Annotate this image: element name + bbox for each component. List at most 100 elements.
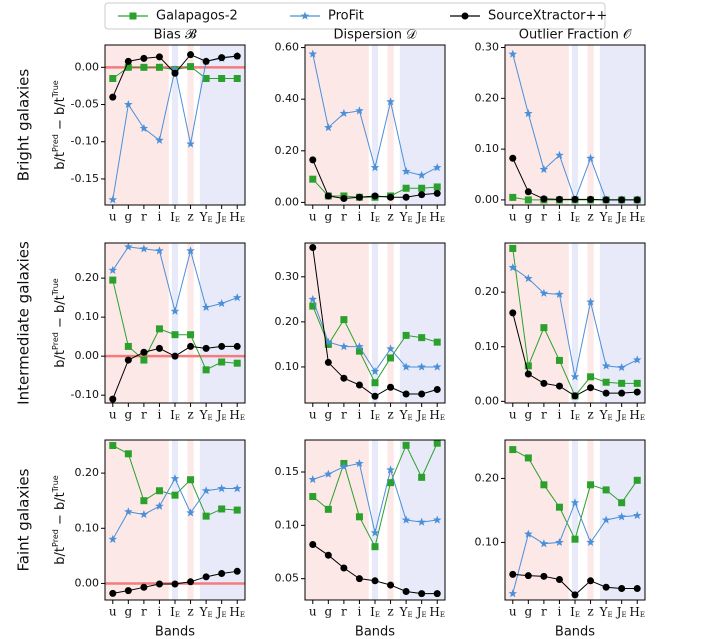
data-point <box>402 587 410 595</box>
data-point <box>124 342 132 350</box>
data-point <box>509 154 517 162</box>
x-tick-label: g <box>524 408 532 422</box>
data-point <box>186 246 195 255</box>
data-point <box>540 324 548 332</box>
x-tick-label: g <box>324 210 332 224</box>
x-tick-label: g <box>324 605 332 619</box>
data-point <box>218 358 226 366</box>
data-point <box>586 537 595 547</box>
data-point <box>124 57 132 65</box>
band-shade <box>505 45 569 205</box>
data-point <box>155 246 164 255</box>
data-point <box>309 493 317 501</box>
data-point <box>433 385 441 393</box>
x-tick-label: i <box>558 605 562 619</box>
x-tick-label: IE <box>370 408 380 423</box>
data-point <box>539 539 549 548</box>
data-point <box>370 528 380 537</box>
data-point <box>139 123 149 132</box>
data-point <box>218 54 226 62</box>
data-point <box>155 487 163 495</box>
x-tick-label: u <box>309 210 317 224</box>
x-tick-label: YE <box>399 605 413 620</box>
panel-title: Outlier Fraction 𝒪 <box>519 28 632 43</box>
x-tick-label: JE <box>215 605 227 620</box>
x-tick-label: YE <box>599 408 613 423</box>
data-point <box>509 446 517 454</box>
band-shade <box>387 243 394 403</box>
band-shade <box>571 440 579 600</box>
x-tick-label: IE <box>170 210 180 225</box>
x-tick-label: g <box>124 210 132 224</box>
y-tick-label: -0.10 <box>71 388 99 401</box>
data-point <box>633 379 641 387</box>
data-point <box>617 512 626 521</box>
data-point <box>601 361 611 370</box>
data-point <box>524 370 532 378</box>
data-point <box>187 331 195 339</box>
data-point <box>387 581 395 589</box>
data-point <box>187 51 195 59</box>
x-axis-label: Bands <box>155 625 195 639</box>
data-point <box>602 486 610 494</box>
x-tick-label: HE <box>629 408 645 423</box>
data-point <box>324 505 332 513</box>
y-tick-label: 0.20 <box>75 271 100 284</box>
data-point <box>402 331 410 339</box>
x-tick-label: JE <box>415 408 427 423</box>
data-point <box>324 123 333 132</box>
data-point <box>618 584 626 592</box>
data-point <box>555 576 563 584</box>
data-point <box>418 590 426 598</box>
y-tick-label: -0.05 <box>71 98 99 111</box>
data-point <box>324 337 333 346</box>
data-point <box>417 170 426 179</box>
data-point <box>402 441 410 449</box>
x-tick-label: g <box>124 605 132 619</box>
data-point <box>124 63 132 71</box>
y-tick-label: 0.00 <box>75 349 100 362</box>
band-shade <box>171 45 179 205</box>
data-point <box>555 382 563 390</box>
y-axis-label-part: b/t <box>53 152 68 170</box>
row-label: Intermediate galaxies <box>15 241 33 405</box>
data-point <box>432 163 442 172</box>
data-point <box>524 454 532 462</box>
y-tick-label: 0.10 <box>475 535 500 548</box>
data-point <box>417 517 426 526</box>
band-shade <box>571 45 579 205</box>
x-tick-label: r <box>341 605 347 619</box>
data-point <box>217 484 226 493</box>
data-point <box>324 469 333 478</box>
y-tick-label: 0.10 <box>75 521 100 534</box>
data-point <box>109 74 117 82</box>
data-point <box>124 242 133 251</box>
band-shade <box>371 440 379 600</box>
data-point <box>201 486 211 495</box>
x-tick-label: YE <box>599 210 613 225</box>
y-axis-label: b/tPred − b/tTrue <box>51 475 68 564</box>
data-point <box>109 93 117 101</box>
data-point <box>633 388 641 396</box>
data-point <box>155 135 164 144</box>
data-point <box>232 484 242 493</box>
data-point <box>571 392 579 400</box>
data-point <box>371 577 379 585</box>
data-point <box>555 150 564 159</box>
y-tick-label: 0.00 <box>475 394 500 407</box>
x-tick-label: i <box>158 210 162 224</box>
x-tick-label: JE <box>215 408 227 423</box>
y-tick-label: 0.30 <box>275 270 300 283</box>
x-tick-label: i <box>558 210 562 224</box>
x-tick-label: YE <box>199 408 213 423</box>
data-point <box>171 331 179 339</box>
data-point <box>124 587 132 595</box>
data-point <box>587 384 595 392</box>
data-point <box>602 378 610 386</box>
data-point <box>524 273 533 283</box>
data-point <box>340 564 348 572</box>
x-tick-label: r <box>541 605 547 619</box>
x-tick-label: g <box>124 408 132 422</box>
band-shade <box>587 243 594 403</box>
